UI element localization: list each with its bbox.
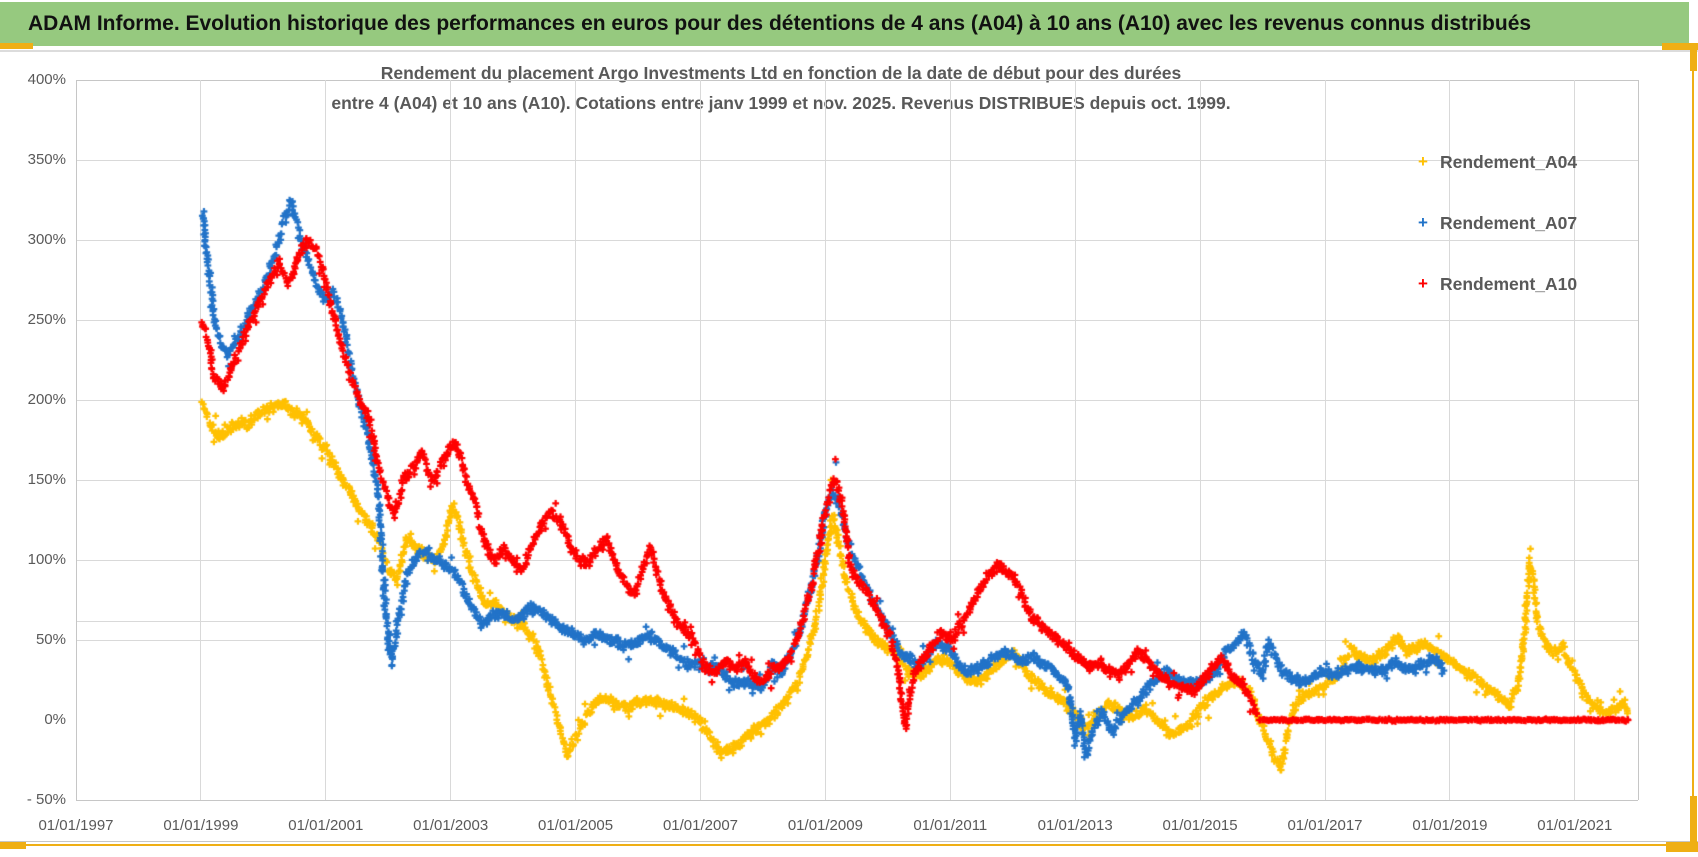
plus-marker-icon: +	[1418, 213, 1428, 232]
plus-marker-icon: +	[1418, 152, 1428, 171]
legend-label: Rendement_A04	[1440, 151, 1578, 172]
legend-label: Rendement_A07	[1440, 212, 1578, 233]
legend-item-rendement-a07[interactable]: + Rendement_A07	[1418, 211, 1638, 235]
legend-item-rendement-a10[interactable]: + Rendement_A10	[1418, 272, 1638, 296]
chart-legend: + Rendement_A04 + Rendement_A07 + Rendem…	[1418, 150, 1638, 333]
plus-marker-icon: +	[1418, 274, 1428, 293]
legend-item-rendement-a04[interactable]: + Rendement_A04	[1418, 150, 1638, 174]
legend-label: Rendement_A10	[1440, 273, 1578, 294]
